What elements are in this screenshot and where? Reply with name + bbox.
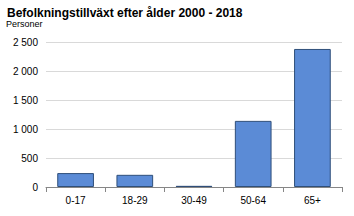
svg-text:1 000: 1 000 <box>13 124 38 135</box>
svg-text:500: 500 <box>21 153 38 164</box>
svg-text:0-17: 0-17 <box>66 195 86 206</box>
svg-text:2 000: 2 000 <box>13 66 38 77</box>
svg-text:50-64: 50-64 <box>240 195 266 206</box>
svg-text:Befolkningstillväxt efter ålde: Befolkningstillväxt efter ålder 2000 - 2… <box>7 6 243 20</box>
svg-text:65+: 65+ <box>304 195 321 206</box>
svg-text:0: 0 <box>32 182 38 193</box>
svg-text:30-49: 30-49 <box>181 195 207 206</box>
svg-text:1 500: 1 500 <box>13 95 38 106</box>
svg-text:18-29: 18-29 <box>122 195 148 206</box>
svg-text:2 500: 2 500 <box>13 37 38 48</box>
svg-text:Personer: Personer <box>6 19 43 29</box>
